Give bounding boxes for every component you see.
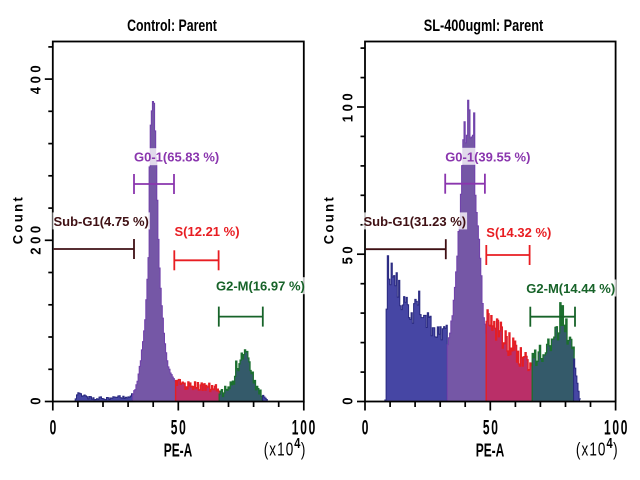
svg-text:100: 100 <box>340 90 356 122</box>
svg-text:400: 400 <box>28 62 44 94</box>
svg-text:100: 100 <box>292 416 317 439</box>
svg-text:): ) <box>613 439 617 460</box>
svg-text:4: 4 <box>607 434 614 451</box>
svg-text:): ) <box>301 439 305 460</box>
svg-text:50: 50 <box>171 416 188 439</box>
svg-text:Count: Count <box>10 195 26 245</box>
svg-text:G2-M(14.44 %): G2-M(14.44 %) <box>526 281 615 296</box>
svg-text:G0-1(65.83 %): G0-1(65.83 %) <box>134 150 219 165</box>
svg-text:PE-A: PE-A <box>476 441 505 461</box>
svg-text:PE-A: PE-A <box>164 441 193 461</box>
svg-text:0: 0 <box>340 394 356 405</box>
svg-text:Control: Parent: Control: Parent <box>127 17 217 35</box>
svg-text:Sub-G1(31.23 %): Sub-G1(31.23 %) <box>364 214 467 229</box>
svg-text:S(14.32 %): S(14.32 %) <box>486 225 551 240</box>
svg-text:4: 4 <box>294 434 301 451</box>
svg-text:100: 100 <box>604 416 629 439</box>
svg-text:SL-400ugml: Parent: SL-400ugml: Parent <box>424 18 544 36</box>
svg-text:Count: Count <box>321 195 337 245</box>
svg-text:50: 50 <box>483 416 500 439</box>
svg-text:G0-1(39.55 %): G0-1(39.55 %) <box>445 149 530 164</box>
svg-text:0: 0 <box>50 416 58 439</box>
svg-text:(x10: (x10 <box>576 439 607 460</box>
svg-text:0: 0 <box>28 394 44 405</box>
svg-text:Sub-G1(4.75 %): Sub-G1(4.75 %) <box>54 214 149 229</box>
svg-text:200: 200 <box>28 222 44 254</box>
svg-text:(x10: (x10 <box>264 439 295 460</box>
svg-text:S(12.21 %): S(12.21 %) <box>175 224 240 239</box>
svg-text:G2-M(16.97 %): G2-M(16.97 %) <box>216 279 305 294</box>
svg-text:50: 50 <box>340 243 356 265</box>
svg-text:0: 0 <box>362 416 370 439</box>
